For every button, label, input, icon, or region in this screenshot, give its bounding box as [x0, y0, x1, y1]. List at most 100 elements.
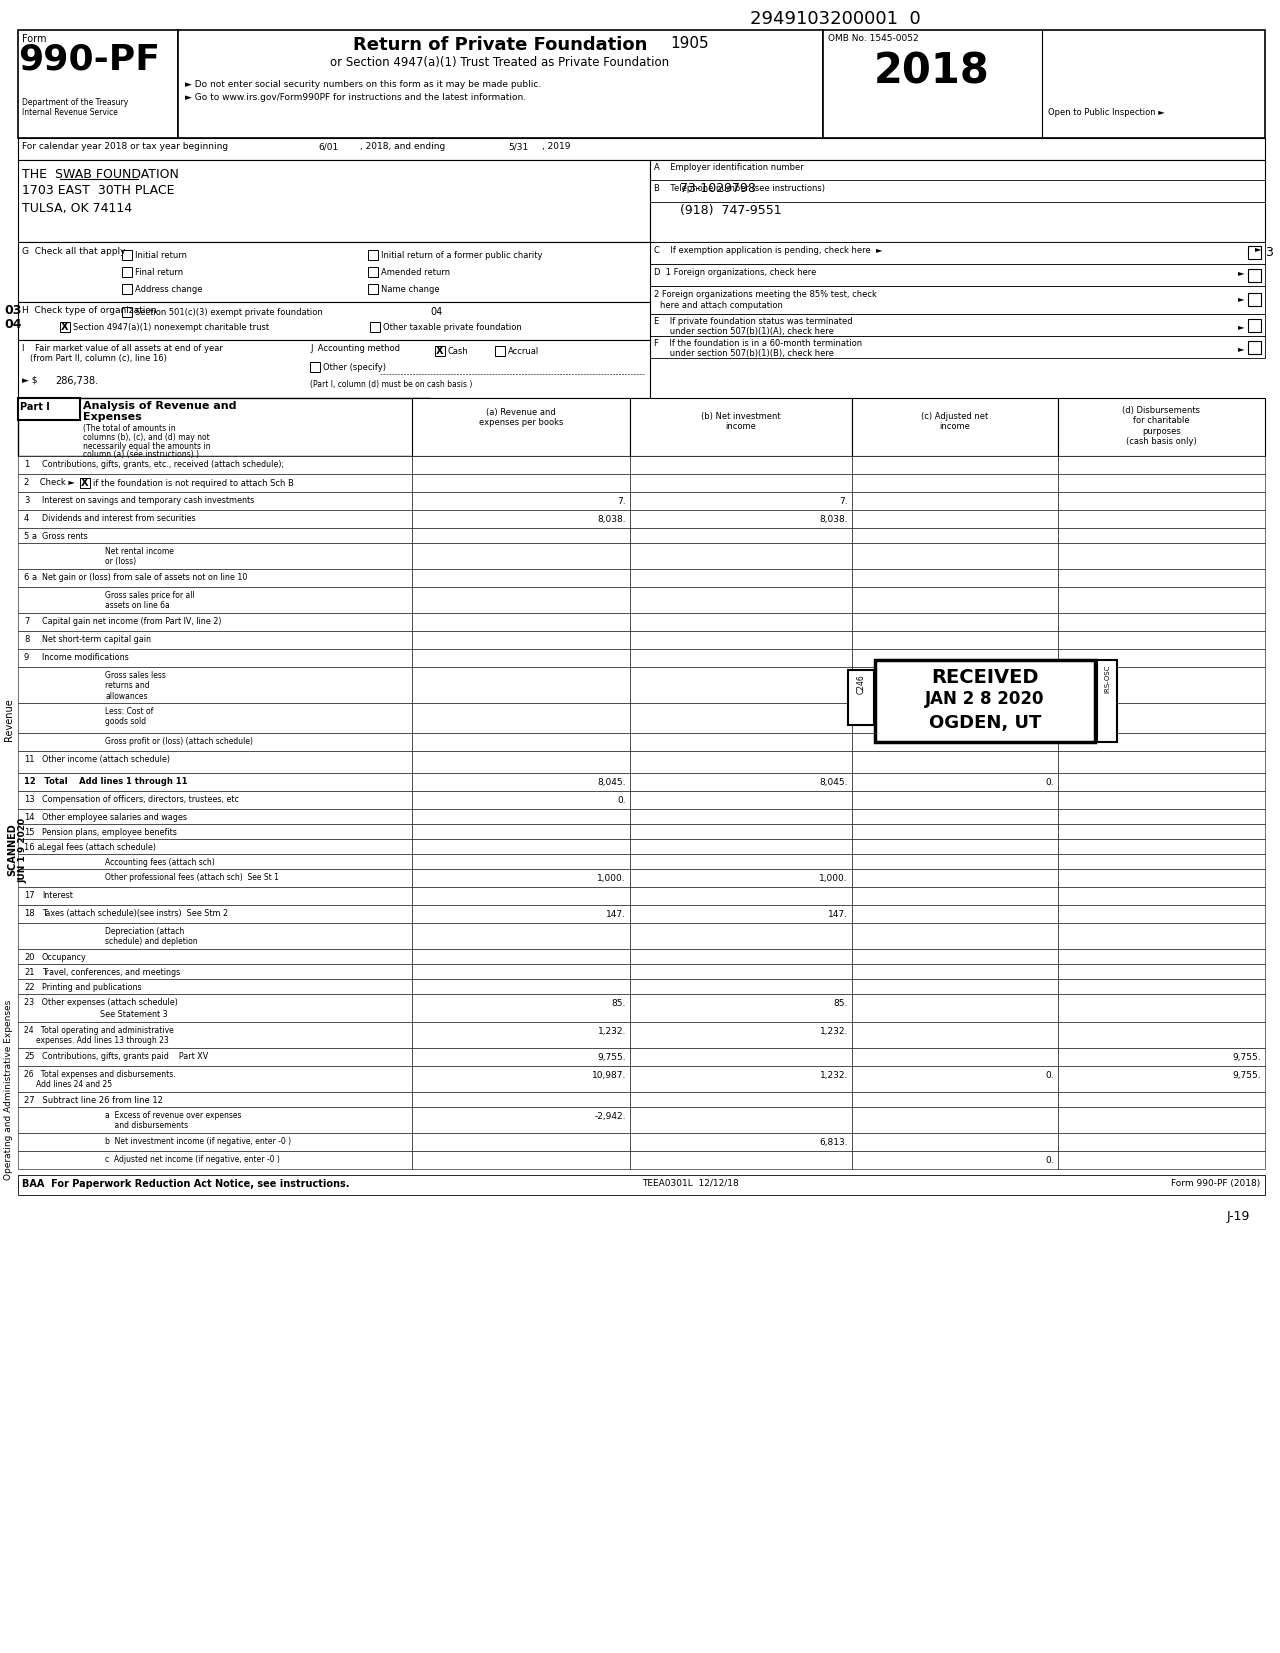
Text: SCANNED: SCANNED: [6, 823, 17, 876]
Bar: [412, 1108, 630, 1132]
Bar: [1059, 668, 1265, 703]
Bar: [18, 137, 1265, 160]
Text: 9,755.: 9,755.: [1233, 1053, 1261, 1061]
Bar: [18, 569, 412, 587]
Bar: [370, 322, 380, 332]
Text: Gross sales less
returns and
allowances: Gross sales less returns and allowances: [105, 671, 166, 701]
Bar: [650, 314, 1265, 336]
Text: ► Do not enter social security numbers on this form as it may be made public.: ► Do not enter social security numbers o…: [186, 79, 541, 89]
Bar: [412, 904, 630, 922]
Bar: [852, 511, 1059, 527]
Text: Pension plans, employee benefits: Pension plans, employee benefits: [42, 828, 177, 836]
Bar: [1059, 732, 1265, 750]
Text: Final return: Final return: [134, 268, 183, 278]
Bar: [852, 493, 1059, 511]
Bar: [823, 30, 1265, 137]
Bar: [18, 993, 412, 1022]
Text: 15: 15: [24, 828, 35, 836]
Bar: [1059, 493, 1265, 511]
Bar: [876, 660, 1094, 742]
Bar: [852, 1066, 1059, 1093]
Bar: [630, 888, 852, 904]
Text: OGDEN, UT: OGDEN, UT: [929, 714, 1041, 732]
Text: Dividends and interest from securities: Dividends and interest from securities: [42, 514, 196, 522]
Text: ►: ►: [1254, 245, 1262, 253]
Bar: [630, 792, 852, 808]
Bar: [650, 336, 1265, 359]
Bar: [852, 732, 1059, 750]
Bar: [1059, 703, 1265, 732]
Bar: [852, 979, 1059, 993]
Bar: [1059, 964, 1265, 979]
Text: IRS-OSC: IRS-OSC: [1103, 665, 1110, 693]
Text: if the foundation is not required to attach Sch B: if the foundation is not required to att…: [93, 479, 294, 488]
Text: Initial return of a former public charity: Initial return of a former public charit…: [381, 251, 543, 260]
Text: Contributions, gifts, grants paid    Part XV: Contributions, gifts, grants paid Part X…: [42, 1051, 209, 1061]
Bar: [412, 792, 630, 808]
Bar: [18, 613, 412, 631]
Text: 03: 03: [4, 304, 22, 317]
Text: Part I: Part I: [20, 402, 50, 412]
Text: 85.: 85.: [612, 998, 626, 1008]
Bar: [1059, 904, 1265, 922]
Text: 3: 3: [24, 496, 29, 506]
Text: under section 507(b)(1)(B), check here: under section 507(b)(1)(B), check here: [654, 349, 835, 359]
Bar: [630, 964, 852, 979]
Bar: [1059, 631, 1265, 650]
Bar: [630, 1150, 852, 1169]
Text: X: X: [61, 322, 69, 332]
Text: 2 Foreign organizations meeting the 85% test, check: 2 Foreign organizations meeting the 85% …: [654, 289, 877, 299]
Bar: [849, 669, 874, 726]
Text: I    Fair market value of all assets at end of year: I Fair market value of all assets at end…: [22, 344, 223, 354]
Bar: [18, 774, 412, 792]
Text: 14: 14: [24, 813, 35, 822]
Bar: [630, 474, 852, 493]
Bar: [630, 823, 852, 840]
Text: C246: C246: [856, 674, 865, 694]
Bar: [1059, 993, 1265, 1022]
Text: Accounting fees (attach sch): Accounting fees (attach sch): [105, 858, 215, 868]
Text: 8,038.: 8,038.: [819, 516, 849, 524]
Bar: [1059, 855, 1265, 869]
Bar: [852, 774, 1059, 792]
Bar: [412, 703, 630, 732]
Text: 5 a: 5 a: [24, 532, 37, 541]
Bar: [1059, 1150, 1265, 1169]
Bar: [630, 650, 852, 668]
Text: Section 4947(a)(1) nonexempt charitable trust: Section 4947(a)(1) nonexempt charitable …: [73, 322, 269, 332]
Bar: [412, 1048, 630, 1066]
Bar: [18, 922, 412, 949]
Bar: [369, 268, 378, 278]
Text: TULSA, OK 74114: TULSA, OK 74114: [22, 202, 132, 215]
Text: 04: 04: [430, 307, 443, 317]
Text: Printing and publications: Printing and publications: [42, 984, 142, 992]
Bar: [650, 241, 1265, 264]
Bar: [852, 631, 1059, 650]
Text: b  Net investment income (if negative, enter -0 ): b Net investment income (if negative, en…: [105, 1137, 291, 1146]
Text: Less: Cost of
goods sold: Less: Cost of goods sold: [105, 707, 154, 726]
Bar: [1059, 542, 1265, 569]
Bar: [18, 703, 412, 732]
Bar: [1059, 527, 1265, 542]
Bar: [630, 527, 852, 542]
Text: 7.: 7.: [840, 498, 849, 506]
Bar: [18, 631, 412, 650]
Bar: [1059, 1093, 1265, 1108]
Text: X: X: [81, 478, 88, 488]
Bar: [852, 587, 1059, 613]
Bar: [852, 750, 1059, 774]
Bar: [630, 569, 852, 587]
Text: Form 990-PF (2018): Form 990-PF (2018): [1171, 1179, 1260, 1189]
Bar: [852, 1150, 1059, 1169]
Text: Occupancy: Occupancy: [42, 954, 87, 962]
Bar: [18, 398, 79, 420]
Text: Expenses: Expenses: [83, 412, 142, 422]
Bar: [18, 792, 412, 808]
Bar: [18, 979, 412, 993]
Text: 2949103200001  0: 2949103200001 0: [750, 10, 920, 28]
Bar: [1248, 293, 1261, 306]
Bar: [18, 493, 412, 511]
Bar: [412, 569, 630, 587]
Text: Accrual: Accrual: [508, 347, 539, 355]
Text: 17: 17: [24, 891, 35, 899]
